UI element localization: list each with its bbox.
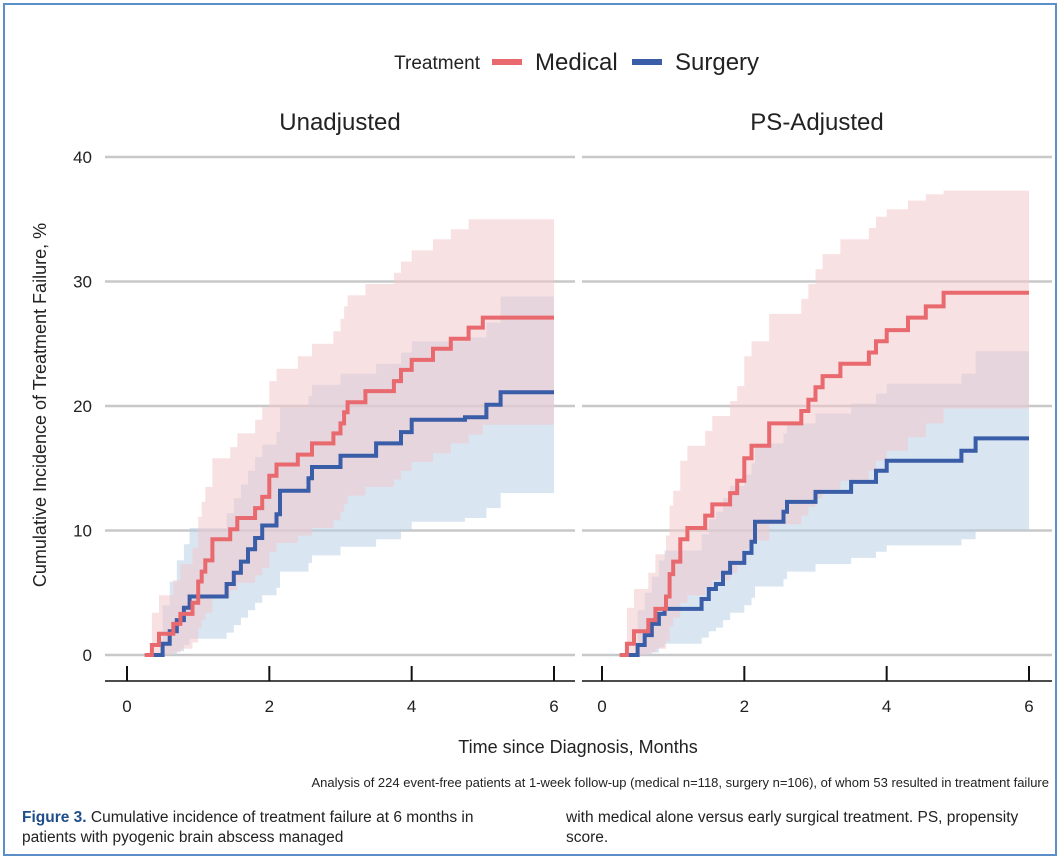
caption-right-column: with medical alone versus early surgical… — [566, 808, 1061, 848]
y-axis-title: Cumulative Incidence of Treatment Failur… — [30, 223, 50, 587]
x-tick-label-0: 0 — [122, 697, 131, 716]
figure-label: Figure 3. — [22, 809, 87, 826]
figure-frame — [3, 3, 1057, 856]
y-tick-label-0: 0 — [83, 646, 92, 665]
caption-left-column: Figure 3. Cumulative incidence of treatm… — [22, 808, 517, 848]
series-line-medical — [144, 315, 554, 657]
legend-label-surgery: Surgery — [675, 49, 759, 76]
caption-text-right: with medical alone versus early surgical… — [566, 809, 1019, 846]
footnote: Analysis of 224 event-free patients at 1… — [311, 775, 1049, 790]
panel-title: Unadjusted — [279, 109, 400, 136]
x-tick-label-2: 2 — [740, 697, 749, 716]
legend-title: Treatment — [394, 53, 481, 74]
series-line-medical — [619, 290, 1029, 657]
cumulative-incidence-chart: Treatment Medical Surgery Unadjusted 0 10 2… — [30, 49, 1052, 790]
series-line-surgery — [619, 436, 1029, 657]
caption-text-left: Cumulative incidence of treatment failur… — [22, 809, 474, 846]
x-tick-label-6: 6 — [549, 697, 558, 716]
x-tick-label-6: 6 — [1024, 697, 1033, 716]
legend-label-medical: Medical — [535, 49, 618, 76]
legend: Treatment Medical Surgery — [394, 49, 759, 76]
x-tick-label-4: 4 — [882, 697, 891, 716]
y-tick-label-10: 10 — [73, 522, 92, 541]
panel-1: Unadjusted 0 10 20 30 40 0 2 4 6 — [73, 109, 575, 716]
series-line-surgery — [144, 390, 554, 657]
x-tick-label-0: 0 — [597, 697, 606, 716]
panel-2: PS-Adjusted 0 2 4 6 — [582, 109, 1052, 716]
y-tick-label-40: 40 — [73, 148, 92, 167]
x-axis-title: Time since Diagnosis, Months — [458, 737, 697, 757]
x-tick-label-4: 4 — [407, 697, 416, 716]
ci-band-medical — [144, 219, 555, 656]
y-tick-label-30: 30 — [73, 273, 92, 292]
y-tick-label-20: 20 — [73, 397, 92, 416]
panel-title: PS-Adjusted — [750, 109, 883, 136]
x-tick-label-2: 2 — [265, 697, 274, 716]
